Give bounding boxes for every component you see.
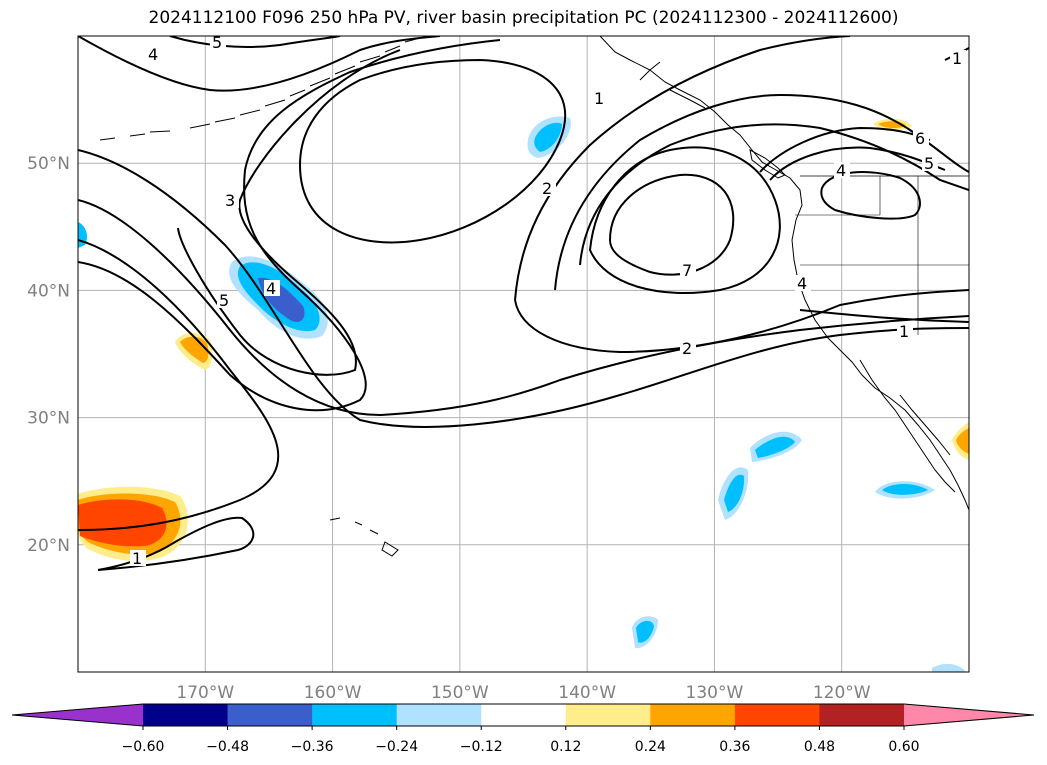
lon-tick-label: 140°W xyxy=(558,683,616,703)
colorbar-bin xyxy=(565,704,651,726)
precip-shading-positive xyxy=(78,118,969,562)
lon-tick-label: 130°W xyxy=(686,683,744,703)
pv-contour-4-loop xyxy=(820,171,921,220)
colorbar-tick-label: −0.24 xyxy=(375,739,418,755)
north-america-coast xyxy=(599,36,969,511)
lat-tick-label: 20°N xyxy=(27,536,70,556)
pv-contour-2-east xyxy=(514,36,851,301)
lon-tick-label: 170°W xyxy=(176,683,234,703)
contour-label: 2 xyxy=(682,339,692,358)
contour-label: 5 xyxy=(924,154,934,173)
contour-label: 4 xyxy=(266,279,276,298)
pv-contour-3 xyxy=(78,39,501,412)
map-title: 2024112100 F096 250 hPa PV, river basin … xyxy=(148,8,899,28)
contour-label: 4 xyxy=(797,274,807,293)
lon-tick-label: 160°W xyxy=(304,683,362,703)
colorbar-tick-label: −0.48 xyxy=(206,739,249,755)
pv-contour-1-se xyxy=(799,309,969,323)
pv-contour-5-east xyxy=(588,146,781,294)
aleutian-islands xyxy=(99,37,421,141)
contour-label: 5 xyxy=(219,291,229,310)
colorbar-bin xyxy=(312,704,398,726)
pv-contour-2-south xyxy=(514,289,969,354)
pos-anomaly-29n110w-core xyxy=(956,428,969,454)
lon-tick-label: 120°W xyxy=(813,683,871,703)
contour-label: 1 xyxy=(952,49,962,68)
gulf-of-california xyxy=(899,394,951,456)
contour-label: 1 xyxy=(594,89,604,108)
vancouver-island xyxy=(749,149,786,179)
colorbar-extend-high xyxy=(904,704,1034,726)
pv-contour-7 xyxy=(608,173,735,276)
pos-anomaly-21n178w-core xyxy=(78,499,167,547)
pv-contour-1-north xyxy=(78,149,969,428)
colorbar-tick-label: 0.36 xyxy=(719,739,750,755)
neg-anomaly-24n120w-core xyxy=(882,484,928,495)
map-frame xyxy=(77,35,970,673)
colorbar-tick-label: −0.60 xyxy=(122,739,165,755)
alaska-southeast-islands xyxy=(639,61,706,109)
contour-label: 7 xyxy=(682,261,692,280)
lon-tick-label: 150°W xyxy=(431,683,489,703)
contour-label: 3 xyxy=(225,191,235,210)
contour-label: 5 xyxy=(212,33,222,52)
contour-label: 1 xyxy=(899,322,909,341)
pv-contour-2 xyxy=(78,199,969,417)
colorbar-bin xyxy=(481,704,567,726)
colorbar-bin xyxy=(650,704,736,726)
pv-contour-4-west xyxy=(177,49,401,376)
neg-anomaly-44n180 xyxy=(78,222,88,248)
contour-label: 2 xyxy=(542,179,552,198)
colorbar-bin xyxy=(819,704,905,726)
colorbar: −0.60 −0.48 −0.36 −0.24 −0.12 0.12 0.24 0.36 0.4… xyxy=(11,703,1035,755)
colorbar-bin xyxy=(734,704,820,726)
neg-anomaly-25n129w-core xyxy=(724,474,745,512)
pv-contour-5-ne xyxy=(769,146,946,181)
contour-label: 4 xyxy=(148,45,158,64)
precip-shading-negative xyxy=(78,116,966,672)
pv-contour-6 xyxy=(759,126,931,173)
coastlines xyxy=(99,36,969,557)
lat-tick-label: 50°N xyxy=(27,154,70,174)
pv-contour-1-south xyxy=(97,516,255,571)
contour-label: 1 xyxy=(132,549,142,568)
colorbar-bin xyxy=(396,704,482,726)
state-borders xyxy=(795,176,969,335)
neg-anomaly-27n125w-core xyxy=(755,436,795,458)
lat-tick-label: 40°N xyxy=(27,281,70,301)
pv-contour-2b xyxy=(78,239,280,531)
colorbar-tick-label: 0.60 xyxy=(888,739,919,755)
colorbar-extend-low xyxy=(12,704,143,726)
pv-contour-5-top xyxy=(169,36,341,48)
colorbar-tick-label: 0.12 xyxy=(550,739,581,755)
colorbar-bin xyxy=(143,704,229,726)
pv-contour-4-top xyxy=(78,36,441,92)
colorbar-tick-label: 0.24 xyxy=(635,739,666,755)
colorbar-tick-label: −0.12 xyxy=(460,739,503,755)
pv-contours xyxy=(78,36,969,571)
colorbar-tick-label: 0.48 xyxy=(804,739,835,755)
neg-anomaly-10n115w xyxy=(932,663,966,672)
contour-label: 4 xyxy=(836,161,846,180)
contour-label: 6 xyxy=(915,129,925,148)
axis-tick-labels: 170°W 160°W 150°W 140°W 130°W 120°W 50°N 40°N 30… xyxy=(27,154,871,703)
hawaiian-islands xyxy=(329,517,399,557)
neg-anomaly-13n136w-core xyxy=(636,620,654,643)
colorbar-bin xyxy=(227,704,313,726)
lat-tick-label: 30°N xyxy=(27,409,70,429)
neg-anomaly-51n143w-core xyxy=(534,122,562,152)
baja-california xyxy=(859,359,956,493)
contour-labels: 5 4 3 5 4 1 2 7 2 4 1 6 5 4 xyxy=(130,33,966,568)
pv-contour-north-loop xyxy=(298,58,567,244)
colorbar-tick-label: −0.36 xyxy=(291,739,334,755)
pv-contour-4-east xyxy=(579,123,969,266)
